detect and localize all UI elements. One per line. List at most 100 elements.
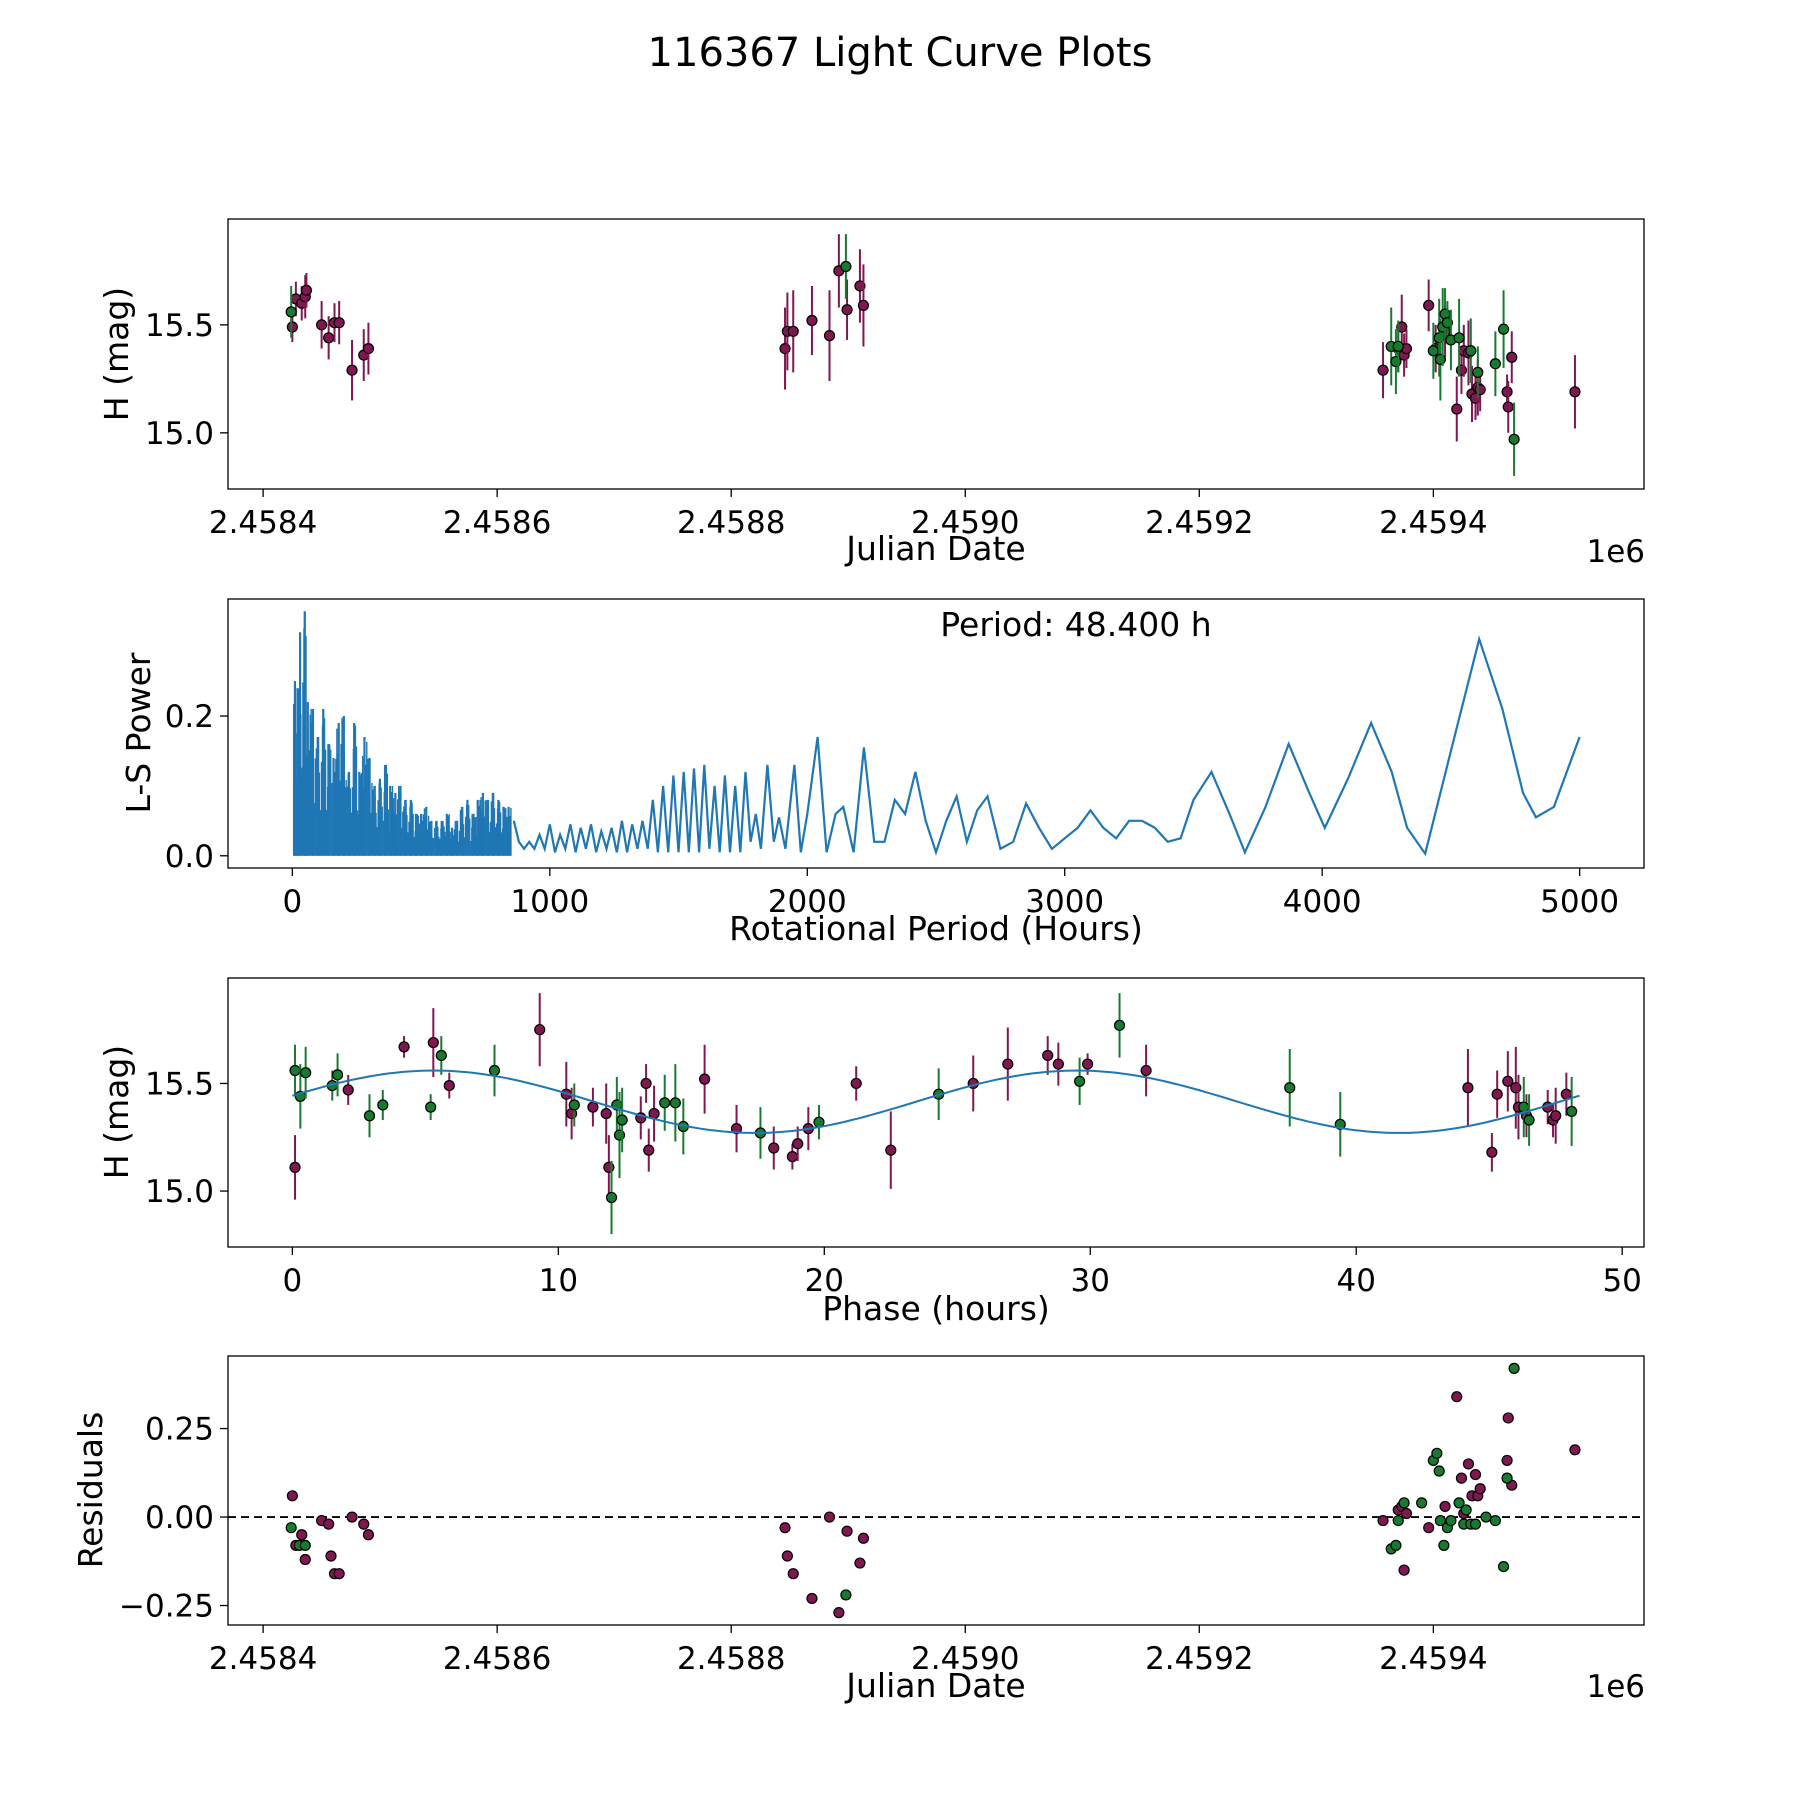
lightcurve-point bbox=[1474, 384, 1486, 396]
lightcurve-point bbox=[1451, 403, 1463, 415]
phased-model-curve bbox=[292, 1069, 1580, 1134]
residuals-point bbox=[1480, 1511, 1492, 1523]
residuals-ytick-label: −0.25 bbox=[119, 1589, 214, 1625]
residuals-point bbox=[841, 1525, 853, 1537]
residuals-ylabel: Residuals bbox=[71, 1412, 110, 1569]
residuals-point bbox=[787, 1568, 799, 1580]
phased-xtick-label: 0 bbox=[282, 1263, 302, 1299]
lightcurve-point bbox=[285, 306, 297, 318]
phased-point bbox=[792, 1138, 804, 1150]
lightcurve-point bbox=[300, 284, 313, 296]
residuals-point bbox=[823, 1511, 836, 1523]
periodogram-xtick-label: 1000 bbox=[510, 884, 589, 920]
phased-point bbox=[1566, 1105, 1578, 1118]
periodogram-xtick-label: 0 bbox=[282, 884, 302, 920]
lightcurve-point bbox=[857, 299, 870, 311]
residuals-series-green bbox=[285, 1362, 1520, 1601]
phased-point bbox=[1462, 1082, 1474, 1094]
residuals-point bbox=[1377, 1514, 1389, 1527]
lightcurve-point bbox=[1465, 345, 1477, 357]
lightcurve-point bbox=[841, 304, 853, 316]
residuals-point bbox=[1462, 1458, 1475, 1470]
phased-point bbox=[605, 1191, 618, 1204]
residuals-series-red bbox=[286, 1391, 1581, 1619]
residuals-point bbox=[285, 1522, 297, 1534]
lightcurve-point bbox=[1427, 345, 1439, 357]
periodogram-xlabel: Rotational Period (Hours) bbox=[729, 909, 1143, 948]
residuals-point bbox=[840, 1589, 852, 1601]
residuals-point bbox=[358, 1518, 370, 1530]
phased-point bbox=[488, 1064, 501, 1077]
lightcurve-frame bbox=[227, 218, 1645, 490]
residuals-point bbox=[1423, 1522, 1435, 1534]
phased-point bbox=[1550, 1110, 1562, 1122]
phased-panel: Phase (hours) H (mag) 0 10 20 30 40 50 15.0 15.… bbox=[97, 977, 1645, 1328]
lightcurve-point bbox=[1501, 386, 1513, 398]
periodogram-panel: Rotational Period (Hours) L-S Power Peri… bbox=[119, 598, 1645, 948]
phased-point bbox=[1082, 1058, 1094, 1070]
lightcurve-point bbox=[1455, 364, 1468, 376]
residuals-ytick-label: 0.00 bbox=[145, 1500, 214, 1536]
phased-point bbox=[768, 1142, 780, 1154]
phased-point bbox=[1523, 1114, 1535, 1126]
phased-point bbox=[885, 1144, 897, 1156]
residuals-point bbox=[296, 1529, 308, 1541]
phased-xlabel: Phase (hours) bbox=[822, 1289, 1050, 1328]
residuals-point bbox=[299, 1553, 311, 1566]
phased-point bbox=[616, 1114, 628, 1126]
residuals-point bbox=[1501, 1454, 1513, 1467]
residuals-xtick-label: 2.4588 bbox=[677, 1641, 785, 1677]
lightcurve-xtick-label: 2.4594 bbox=[1379, 505, 1487, 541]
residuals-point bbox=[857, 1532, 870, 1544]
phased-ytick-label: 15.5 bbox=[145, 1066, 214, 1102]
lightcurve-point bbox=[806, 314, 818, 327]
lightcurve-ytick-label: 15.5 bbox=[145, 308, 214, 344]
lightcurve-point bbox=[1396, 321, 1408, 333]
phased-point bbox=[659, 1097, 671, 1109]
phased-point bbox=[427, 1036, 439, 1049]
lightcurve-point bbox=[333, 317, 345, 329]
residuals-point bbox=[346, 1511, 358, 1523]
phased-point bbox=[587, 1101, 599, 1113]
phased-point bbox=[786, 1151, 798, 1163]
phased-point bbox=[1486, 1146, 1498, 1158]
phased-point bbox=[1491, 1088, 1503, 1100]
residuals-point bbox=[1497, 1560, 1510, 1573]
residuals-point bbox=[1398, 1564, 1410, 1576]
lightcurve-point bbox=[1441, 317, 1453, 329]
phased-point bbox=[1052, 1058, 1064, 1070]
phased-point bbox=[342, 1084, 354, 1096]
residuals-point bbox=[806, 1592, 818, 1605]
residuals-ytick-label: 0.25 bbox=[145, 1412, 214, 1448]
lightcurve-point bbox=[823, 330, 836, 342]
periodogram-xtick-label: 5000 bbox=[1540, 884, 1619, 920]
figure-title: 116367 Light Curve Plots bbox=[648, 30, 1153, 76]
residuals-xtick-label: 2.4592 bbox=[1145, 1641, 1253, 1677]
residuals-point bbox=[1453, 1497, 1465, 1509]
phased-point bbox=[1140, 1064, 1152, 1077]
phased-xtick-label: 20 bbox=[805, 1263, 844, 1299]
phased-ylabel: H (mag) bbox=[97, 1045, 136, 1179]
phased-point bbox=[1002, 1058, 1014, 1070]
residuals-point bbox=[1433, 1465, 1445, 1477]
residuals-frame bbox=[227, 1355, 1645, 1626]
residuals-point bbox=[1460, 1504, 1472, 1516]
phased-point bbox=[443, 1079, 455, 1092]
periodogram-line bbox=[512, 635, 1581, 857]
phased-xtick-label: 10 bbox=[539, 1263, 578, 1299]
residuals-point bbox=[1501, 1472, 1513, 1484]
phased-point bbox=[435, 1049, 447, 1062]
lightcurve-xlabel: Julian Date bbox=[844, 529, 1026, 568]
phased-point bbox=[425, 1101, 437, 1113]
lightcurve-xtick-label: 2.4584 bbox=[209, 505, 317, 541]
phased-point bbox=[534, 1024, 546, 1036]
residuals-point bbox=[1508, 1362, 1520, 1374]
lightcurve-point bbox=[323, 332, 335, 344]
residuals-offset-label: 1e6 bbox=[1586, 1669, 1645, 1705]
residuals-point bbox=[323, 1518, 335, 1530]
phased-point bbox=[1042, 1049, 1054, 1062]
periodogram-frame bbox=[227, 598, 1645, 869]
phased-point bbox=[289, 1161, 301, 1173]
residuals-xlabel: Julian Date bbox=[844, 1666, 1026, 1705]
residuals-point bbox=[1469, 1468, 1482, 1481]
